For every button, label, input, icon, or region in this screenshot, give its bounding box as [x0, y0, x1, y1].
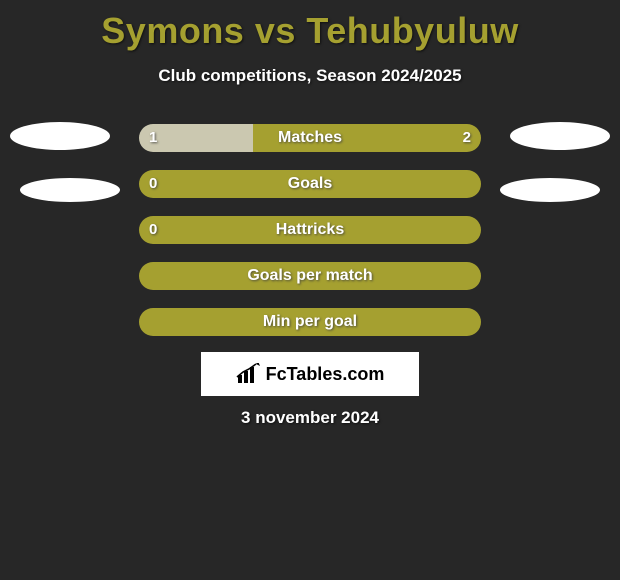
stat-row: Matches12 [139, 124, 481, 152]
stat-bar-right [253, 124, 481, 152]
stat-bar-right [139, 170, 481, 198]
date-label: 3 november 2024 [0, 408, 620, 428]
source-logo: FcTables.com [201, 352, 419, 396]
stat-bar-track [139, 308, 481, 336]
stat-bar-right [139, 262, 481, 290]
stat-row: Min per goal [139, 308, 481, 336]
stat-bar-track [139, 216, 481, 244]
bar-chart-icon [236, 363, 262, 385]
stat-bar-track [139, 262, 481, 290]
stat-bar-left [139, 124, 253, 152]
page-title: Symons vs Tehubyuluw [0, 0, 620, 52]
stat-bar-track [139, 124, 481, 152]
stat-row: Hattricks0 [139, 216, 481, 244]
comparison-card: Symons vs Tehubyuluw Club competitions, … [0, 0, 620, 580]
stat-row: Goals per match [139, 262, 481, 290]
stats-chart: Matches12 Goals0 Hattricks0 Goals per match… [0, 124, 620, 336]
stat-row: Goals0 [139, 170, 481, 198]
source-logo-text: FcTables.com [266, 364, 385, 385]
stat-bar-right [139, 308, 481, 336]
subtitle: Club competitions, Season 2024/2025 [0, 66, 620, 86]
stat-bar-track [139, 170, 481, 198]
source-logo-inner: FcTables.com [236, 363, 385, 385]
stat-bar-right [139, 216, 481, 244]
